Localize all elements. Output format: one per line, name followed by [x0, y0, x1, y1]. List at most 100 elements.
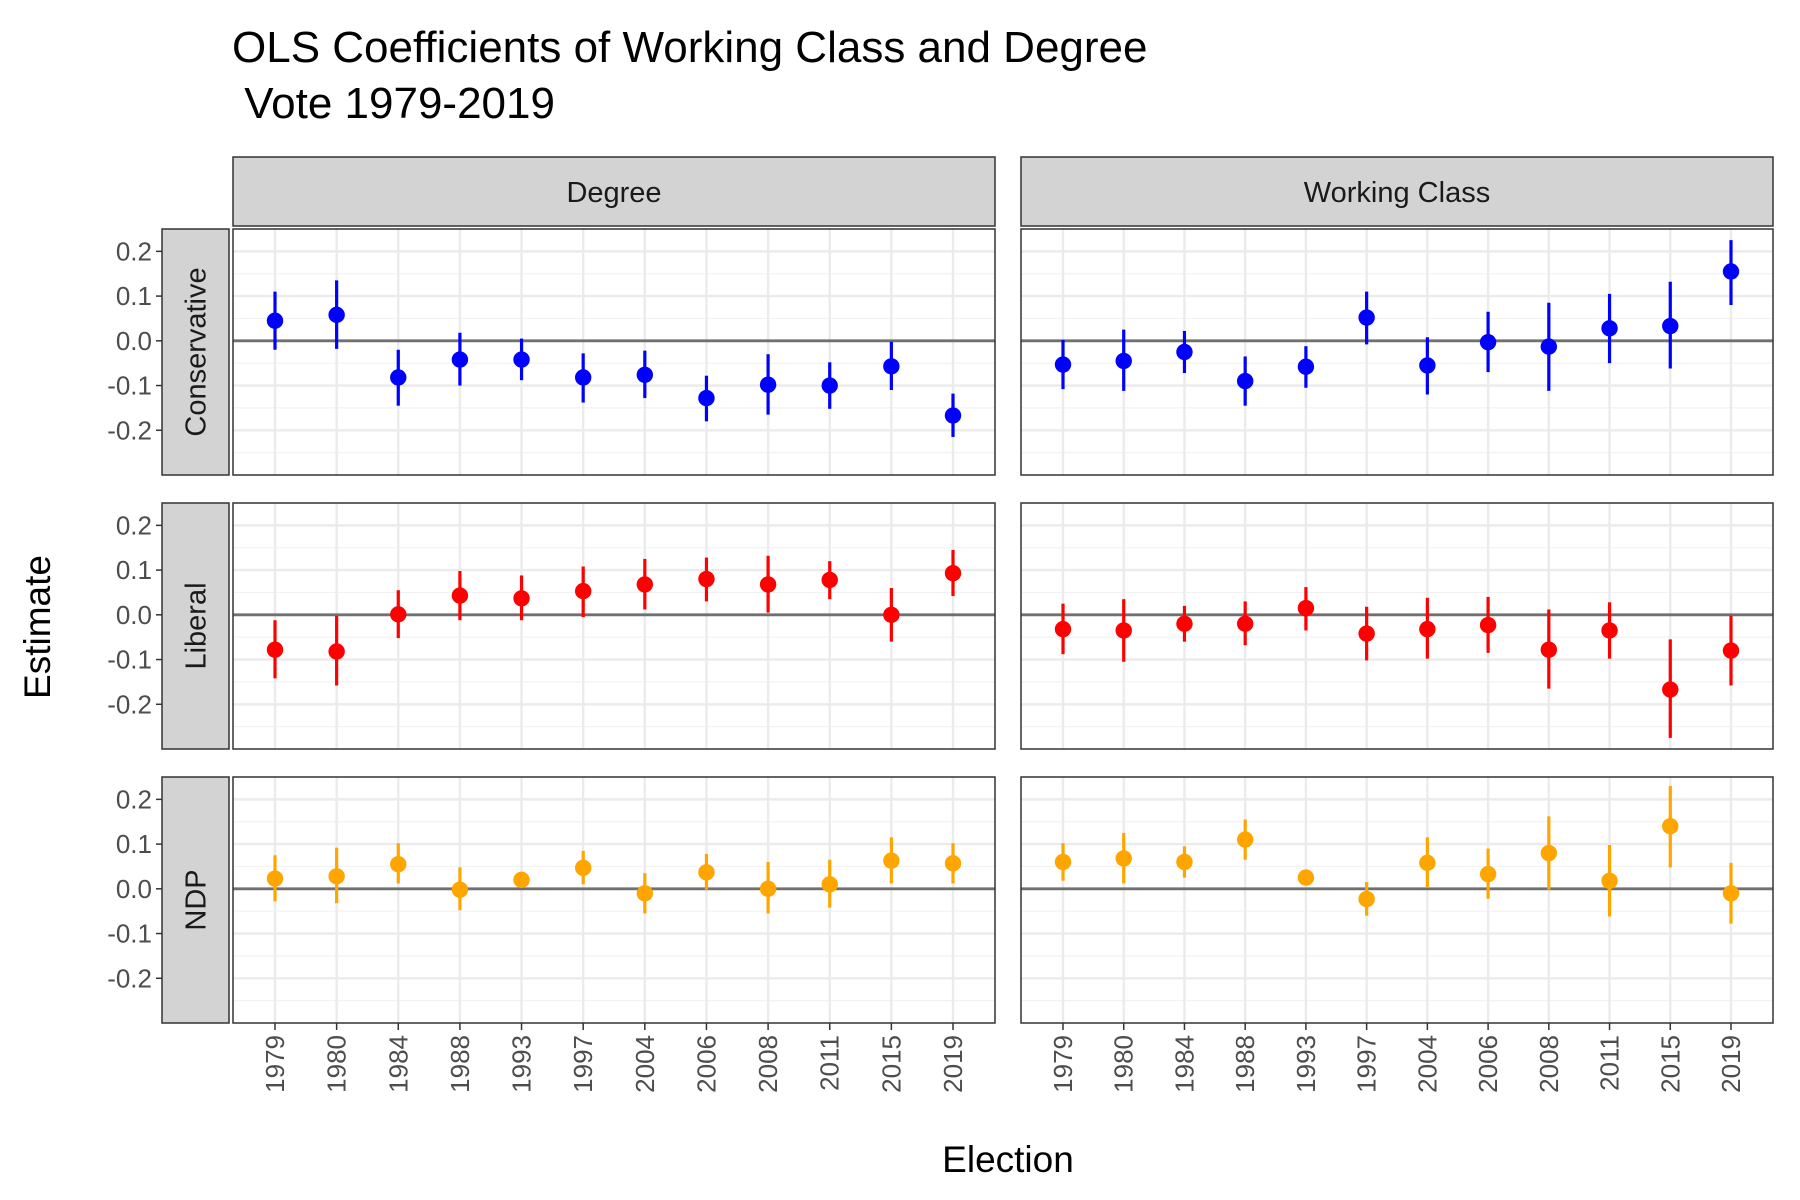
y-tick-label: 0.1: [116, 555, 152, 585]
x-tick-label-1997: 1997: [568, 1035, 598, 1093]
x-tick-label-2015: 2015: [1655, 1035, 1685, 1093]
point-1980: [1115, 352, 1132, 370]
point-1984: [1176, 615, 1193, 632]
row-strip-conservative: [161, 228, 230, 476]
point-1979: [1054, 356, 1072, 373]
point-2019: [1722, 642, 1740, 659]
point-2006: [1479, 333, 1497, 351]
point-1988: [1236, 372, 1254, 390]
point-2011: [821, 876, 838, 893]
point-1993: [1297, 358, 1315, 375]
plot-layer: Degree Working Class Conservative -0.2 -0.1 0…: [107, 156, 1774, 1093]
panel-background: [233, 229, 995, 475]
point-1988: [451, 351, 469, 368]
y-tick-label: 0.2: [116, 784, 152, 814]
point-1980: [1115, 850, 1132, 867]
panel-border: [232, 228, 996, 476]
y-tick-label: -0.1: [107, 919, 152, 949]
point-2011: [1601, 320, 1618, 337]
point-2006: [698, 389, 715, 407]
point-1980: [328, 868, 345, 885]
point-2015: [883, 606, 900, 624]
point-1993: [1297, 599, 1315, 617]
column-strip-label-degree: Degree: [566, 177, 661, 209]
x-tick-label-1980: 1980: [322, 1035, 352, 1093]
point-1984: [1176, 853, 1193, 871]
point-2006: [1479, 616, 1497, 634]
panel-border: [1020, 502, 1774, 750]
chart-title-line-2: Vote 1979-2019: [232, 79, 555, 128]
point-1980: [1115, 622, 1132, 639]
point-2006: [698, 864, 715, 881]
point-2019: [944, 855, 962, 872]
x-tick-label-2019: 2019: [1716, 1035, 1746, 1093]
point-1980: [328, 643, 345, 660]
point-2008: [1540, 338, 1558, 355]
y-tick-label: -0.1: [107, 645, 152, 675]
point-1997: [1358, 890, 1375, 908]
point-1993: [1297, 869, 1315, 886]
point-2011: [821, 571, 838, 589]
point-1993: [513, 351, 530, 368]
point-1979: [1054, 620, 1072, 638]
point-2008: [759, 376, 777, 393]
y-tick-label: -0.1: [107, 371, 152, 401]
panel-border: [232, 502, 996, 750]
point-1984: [390, 606, 407, 623]
point-2019: [944, 565, 962, 582]
point-2004: [1419, 357, 1436, 374]
point-1980: [328, 306, 345, 324]
panel-background: [1021, 503, 1773, 749]
panel-liberal-working-class: [1020, 502, 1774, 750]
y-tick-label: -0.2: [107, 963, 152, 993]
point-2004: [636, 366, 654, 384]
x-tick-label-2015: 2015: [876, 1035, 906, 1093]
x-tick-label-2019: 2019: [938, 1035, 968, 1093]
chart-title-line-1: OLS Coefficients of Working Class and De…: [232, 23, 1148, 72]
panel-ndp-degree: [232, 776, 996, 1024]
panel-border: [1020, 776, 1774, 1024]
column-strip-label-working-class: Working Class: [1304, 177, 1490, 209]
point-2008: [759, 880, 777, 898]
x-tick-label-2008: 2008: [1534, 1035, 1564, 1093]
point-2004: [1419, 854, 1436, 872]
x-tick-label-2011: 2011: [1595, 1035, 1625, 1091]
row-strip-ndp: [161, 776, 230, 1024]
point-1997: [574, 859, 592, 876]
point-2008: [759, 576, 777, 593]
y-tick-label: 0.0: [116, 874, 152, 904]
point-2019: [944, 407, 962, 424]
panel-conservative-degree: [232, 228, 996, 476]
y-tick-label: 0.1: [116, 281, 152, 311]
column-strip-degree: [232, 156, 996, 227]
x-tick-label-2004: 2004: [1412, 1035, 1442, 1093]
x-tick-label-1980: 1980: [1109, 1035, 1139, 1093]
point-2011: [1601, 872, 1618, 889]
point-2019: [1722, 263, 1740, 280]
panel-liberal-degree: [232, 502, 996, 750]
point-1993: [513, 590, 530, 607]
row-strip-label-ndp: NDP: [181, 869, 213, 930]
x-tick-label-2006: 2006: [1473, 1035, 1503, 1093]
panel-background: [1021, 777, 1773, 1023]
point-2015: [1662, 818, 1679, 835]
point-2015: [1662, 317, 1679, 335]
row-strip-liberal: [161, 502, 230, 750]
point-2008: [1540, 641, 1558, 658]
x-tick-label-1984: 1984: [1169, 1035, 1199, 1093]
y-axis-title: Estimate: [17, 555, 58, 699]
y-tick-label: 0.1: [116, 829, 152, 859]
x-tick-label-1979: 1979: [260, 1035, 290, 1093]
x-tick-label-1979: 1979: [1048, 1035, 1078, 1093]
point-2019: [1722, 885, 1740, 902]
y-tick-label: 0.0: [116, 600, 152, 630]
point-1979: [266, 641, 284, 658]
x-axis-title: Election: [942, 1139, 1074, 1180]
x-tick-label-1997: 1997: [1352, 1035, 1382, 1093]
point-2006: [698, 570, 715, 588]
x-tick-label-1988: 1988: [445, 1035, 475, 1093]
point-1988: [1236, 615, 1254, 632]
point-1979: [1054, 853, 1072, 871]
point-1988: [451, 587, 469, 604]
